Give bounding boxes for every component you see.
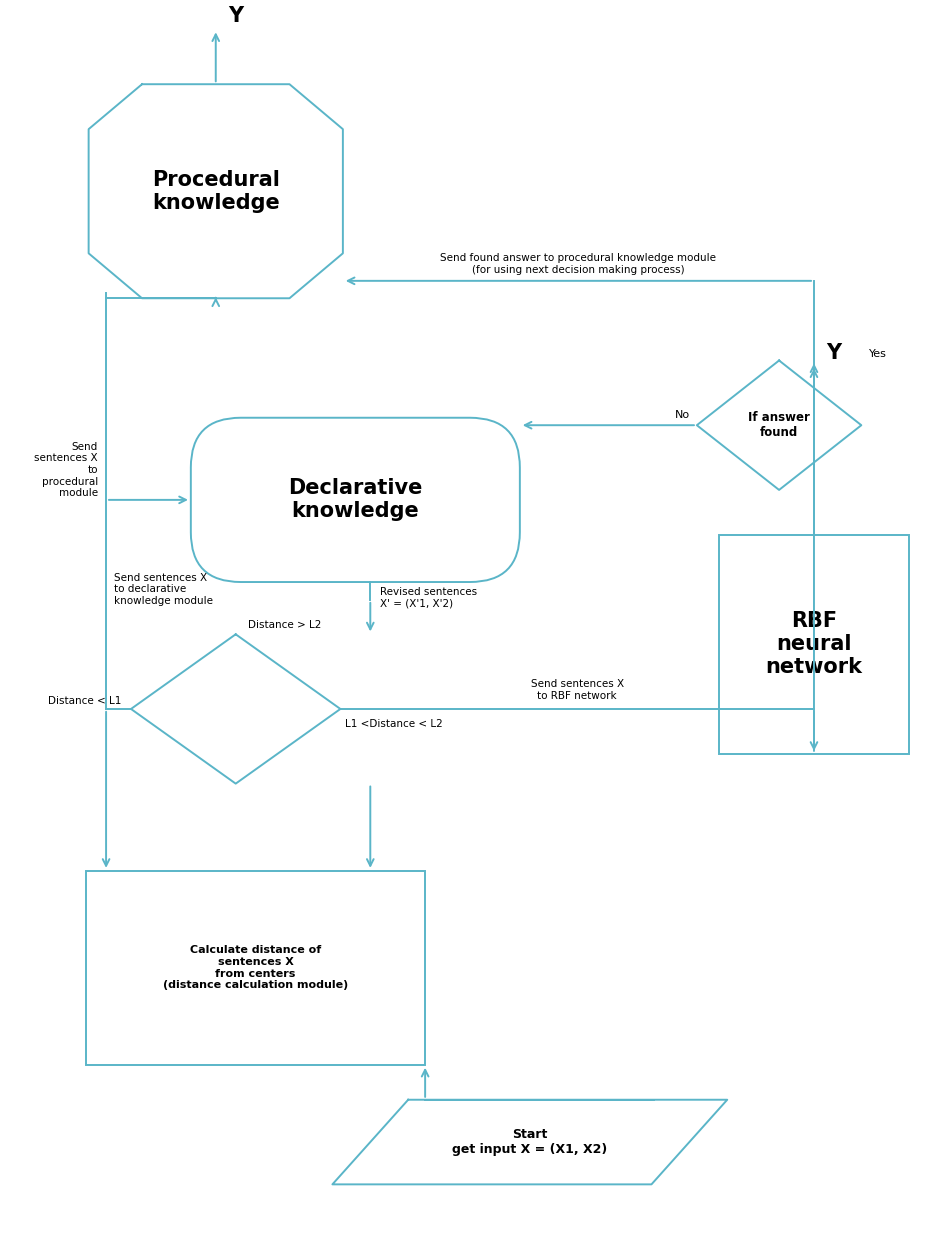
Text: No: No <box>675 410 690 420</box>
Text: Y: Y <box>228 6 243 26</box>
Bar <box>87 871 425 1065</box>
Text: Send
sentences X
to
procedural
module: Send sentences X to procedural module <box>35 441 98 498</box>
Text: Declarative
knowledge: Declarative knowledge <box>288 479 423 522</box>
Text: Y: Y <box>826 343 841 363</box>
Text: Yes: Yes <box>869 348 887 358</box>
Text: Send sentences X
to declarative
knowledge module: Send sentences X to declarative knowledg… <box>114 573 213 607</box>
Text: If answer
found: If answer found <box>748 411 810 439</box>
Text: RBF
neural
network: RBF neural network <box>765 612 863 677</box>
Text: Calculate distance of
sentences X
from centers
(distance calculation module): Calculate distance of sentences X from c… <box>163 946 348 991</box>
Text: Revised sentences
X' = (X'1, X'2): Revised sentences X' = (X'1, X'2) <box>380 587 477 609</box>
Text: L1 <Distance < L2: L1 <Distance < L2 <box>345 718 443 728</box>
Text: Distance < L1: Distance < L1 <box>48 696 121 706</box>
Text: Send found answer to procedural knowledge module
(for using next decision making: Send found answer to procedural knowledg… <box>440 254 716 275</box>
Text: Start
get input X = (X1, X2): Start get input X = (X1, X2) <box>453 1129 608 1156</box>
Text: Procedural
knowledge: Procedural knowledge <box>152 169 279 213</box>
Text: Send sentences X
to RBF network: Send sentences X to RBF network <box>531 680 624 701</box>
Text: Distance > L2: Distance > L2 <box>247 620 321 630</box>
Bar <box>719 534 909 753</box>
